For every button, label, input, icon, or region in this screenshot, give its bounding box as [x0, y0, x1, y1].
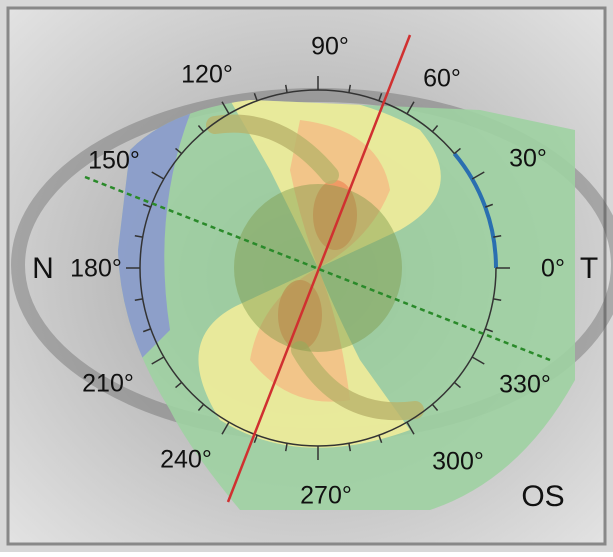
tick	[378, 435, 383, 444]
tick	[197, 125, 205, 133]
tick	[453, 381, 461, 389]
angle-label: 30°	[509, 145, 547, 173]
tick	[151, 171, 165, 180]
tick	[348, 443, 352, 452]
tick	[142, 203, 151, 208]
tick	[253, 435, 258, 444]
angle-label: 120°	[181, 61, 233, 89]
flat-axis	[84, 175, 551, 362]
tick	[253, 92, 258, 101]
tick	[134, 234, 143, 238]
tick-ring	[126, 76, 510, 460]
topography-map	[118, 100, 575, 510]
tick	[493, 234, 502, 238]
tick	[197, 403, 205, 411]
tick	[406, 101, 415, 115]
upper-arc	[206, 114, 339, 184]
tick	[175, 147, 183, 155]
angle-label: 150°	[88, 147, 140, 175]
tick	[151, 356, 165, 365]
angle-label: 180°	[70, 255, 122, 283]
tick	[485, 328, 494, 333]
tick	[221, 101, 230, 115]
angle-label: 0°	[541, 255, 565, 283]
tick	[431, 125, 439, 133]
tick	[493, 298, 502, 302]
tick	[471, 171, 485, 180]
tick	[175, 381, 183, 389]
tick	[348, 84, 352, 93]
nasal-label: N	[32, 252, 54, 285]
lower-arc	[291, 341, 424, 421]
angle-label: 60°	[423, 65, 461, 93]
tick	[134, 298, 143, 302]
eye-label: OS	[521, 480, 564, 513]
steep-axis	[226, 34, 412, 503]
tick	[406, 421, 415, 435]
tick	[471, 356, 485, 365]
angle-label: 270°	[300, 482, 352, 510]
tick	[453, 147, 461, 155]
angle-label: 90°	[311, 33, 349, 61]
tick	[284, 443, 288, 452]
tick	[431, 403, 439, 411]
tick	[485, 203, 494, 208]
angle-label: 210°	[82, 370, 134, 398]
tick	[378, 92, 383, 101]
angle-label: 240°	[160, 446, 212, 474]
blue-arc	[452, 152, 498, 269]
tick	[142, 328, 151, 333]
tick	[284, 84, 288, 93]
angle-label: 300°	[432, 448, 484, 476]
tick	[221, 421, 230, 435]
temporal-label: T	[580, 252, 598, 285]
angle-label: 330°	[499, 371, 551, 399]
